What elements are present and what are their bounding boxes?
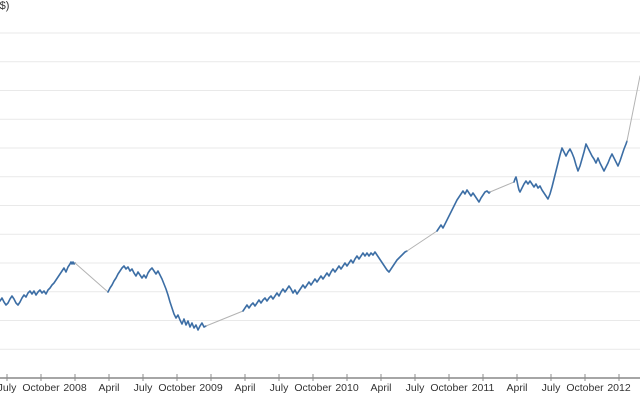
x-tick-label: October bbox=[22, 382, 60, 394]
gap-line-segment bbox=[406, 230, 438, 252]
x-tick-label: October bbox=[566, 382, 604, 394]
x-tick-label: 2009 bbox=[199, 382, 223, 394]
x-tick-label: July bbox=[542, 382, 561, 394]
x-tick-label: October bbox=[430, 382, 468, 394]
gap-line-segment bbox=[489, 181, 515, 193]
x-tick-label: July bbox=[270, 382, 289, 394]
x-tick-label: July bbox=[406, 382, 425, 394]
x-tick-label: April bbox=[234, 382, 255, 394]
x-tick-label: 2011 bbox=[472, 382, 495, 394]
x-tick-label: 2012 bbox=[607, 382, 631, 394]
gap-line-segment bbox=[74, 262, 109, 293]
x-tick-label: July bbox=[0, 382, 17, 394]
x-tick-label: October bbox=[294, 382, 332, 394]
price-line-segment bbox=[436, 189, 491, 232]
gap-line-segment bbox=[205, 310, 244, 327]
x-tick-label: October bbox=[158, 382, 196, 394]
price-line-segment bbox=[0, 261, 76, 306]
x-tick-label: April bbox=[506, 382, 527, 394]
x-tick-label: July bbox=[134, 382, 153, 394]
price-line-segment bbox=[107, 265, 207, 331]
price-line-segment bbox=[242, 250, 408, 312]
x-tick-label: 2008 bbox=[63, 382, 87, 394]
x-tick-label: 2010 bbox=[335, 382, 359, 394]
y-axis-title: ($) bbox=[0, 0, 10, 12]
x-tick-label: April bbox=[370, 382, 391, 394]
x-tick-label: April bbox=[98, 382, 119, 394]
price-line-segment bbox=[513, 140, 628, 200]
gap-line-segment bbox=[626, 75, 640, 142]
